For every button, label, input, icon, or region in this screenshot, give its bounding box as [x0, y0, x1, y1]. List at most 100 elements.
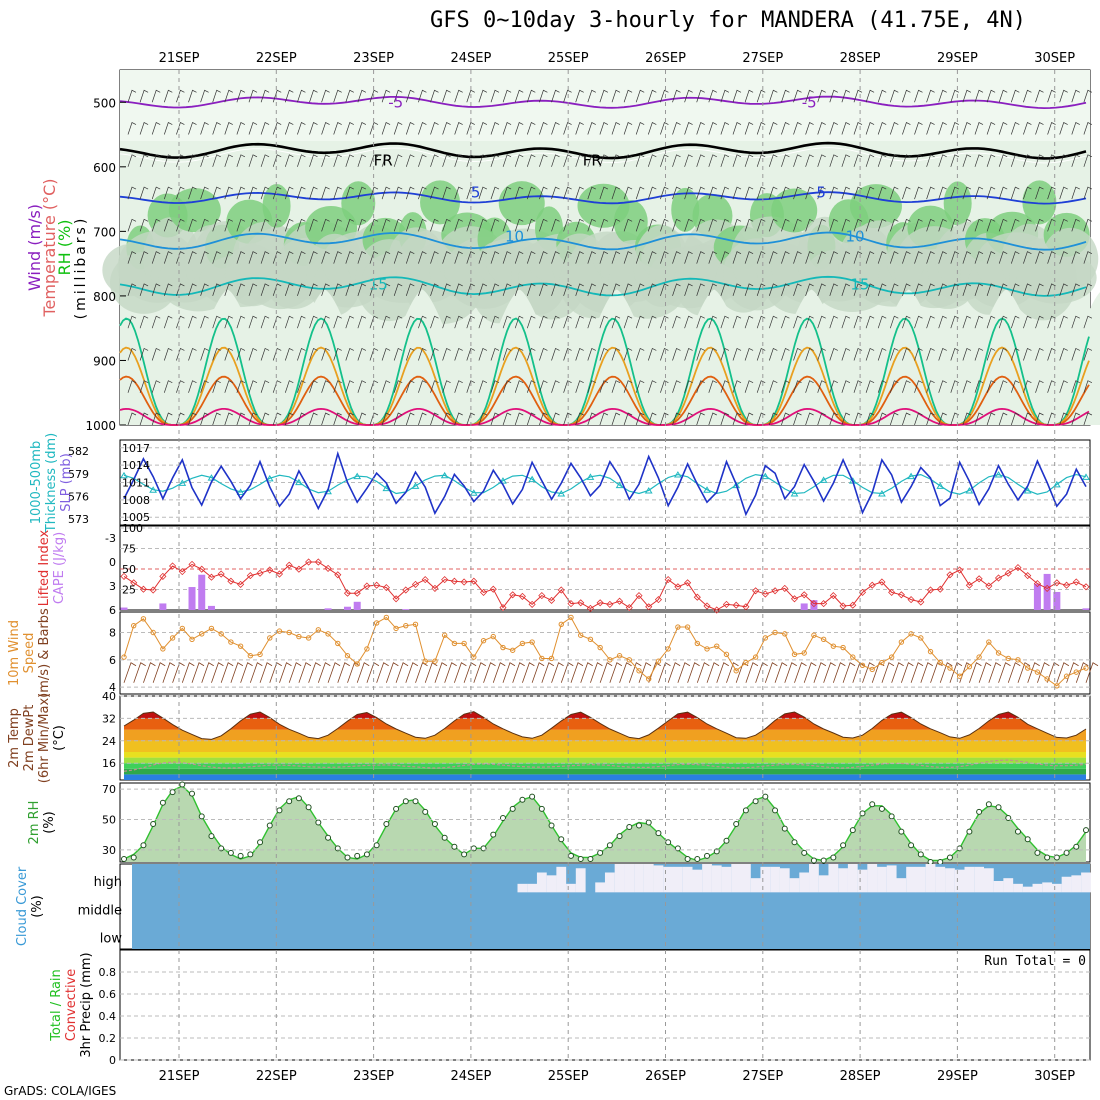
contour-label: 10 [846, 228, 865, 246]
cross-section-axis-label: Temperature (°C) [40, 178, 59, 317]
li-marker [946, 571, 954, 579]
li-marker [645, 603, 653, 611]
wind-barb [563, 412, 572, 426]
wind-barb [502, 662, 516, 683]
cloud-cover-axis-label: Cloud Cover [15, 866, 30, 946]
wind-barb [224, 315, 233, 329]
wind-barb [539, 154, 548, 167]
wind-barb [297, 186, 306, 200]
li-marker [849, 601, 857, 609]
wind-barb [236, 315, 246, 329]
wind-barb [853, 154, 863, 167]
wind-barb [1035, 315, 1044, 329]
wind-barb [635, 347, 645, 361]
wind-barb [1059, 251, 1068, 264]
wind-barb [1035, 218, 1044, 232]
wind-barb [405, 251, 415, 264]
wind-barb [405, 380, 415, 393]
wind-barb [357, 315, 367, 329]
rh-marker [937, 859, 944, 865]
wind-barb [393, 186, 403, 200]
wind-speed-marker [189, 636, 195, 643]
wind-barb [938, 122, 947, 135]
wind-barb [200, 154, 209, 167]
wind-barb [442, 412, 451, 426]
wind-barb [902, 186, 911, 200]
rh-marker [227, 849, 234, 856]
wind-barb [514, 251, 524, 264]
wind-barb [200, 122, 209, 135]
wind-barb [628, 662, 642, 683]
wind-barb [623, 412, 633, 426]
lifted-index-cape-axis-label: CAPE (J/kg) [52, 532, 67, 604]
wind-barb [793, 283, 802, 297]
wind-barb [865, 380, 875, 393]
cloud-level-label: low [100, 932, 123, 947]
wind-barb [502, 283, 512, 297]
date-label-bottom: 25SEP [548, 1069, 589, 1084]
wind-barb [248, 251, 258, 264]
wind-barb [127, 315, 137, 329]
wind-barb [490, 283, 500, 297]
temp-contour-minus5 [119, 95, 1087, 110]
rh-marker [985, 801, 992, 808]
wind-barb [430, 186, 439, 200]
wind-barb [454, 154, 463, 167]
wind-barb [224, 412, 233, 426]
wind-barb [466, 122, 475, 135]
wind-barb [647, 218, 657, 232]
wind-barb [188, 154, 197, 167]
wind-barb [841, 315, 851, 329]
thickness-marker [615, 481, 624, 489]
wind-barb [211, 662, 224, 683]
wind-barb [986, 347, 996, 361]
wind-barb [716, 662, 729, 683]
rh-region [341, 181, 376, 226]
wind-barb [551, 662, 564, 683]
wind-barb [865, 347, 875, 361]
wind-barb [345, 154, 354, 167]
wind-barb [405, 186, 415, 200]
wind-barb [514, 412, 524, 426]
wind-barb [248, 186, 258, 200]
wind-barb [962, 154, 972, 167]
wind-speed-marker [276, 628, 283, 634]
wind-barb [309, 347, 318, 361]
wind-barb [745, 662, 759, 683]
wind-barb [454, 347, 463, 361]
rh-line [123, 785, 1087, 862]
wind-barb [708, 154, 717, 167]
rh-marker [946, 854, 953, 861]
rh-marker [305, 804, 312, 811]
wind-barb [478, 89, 488, 103]
wind-barb [236, 154, 246, 167]
wind-barb [188, 347, 197, 361]
rh-marker [723, 837, 730, 844]
wind-barb [672, 380, 681, 393]
wind-barb [817, 122, 826, 135]
wind-barb [962, 347, 972, 361]
wind-barb [1035, 412, 1044, 426]
wind-barb [454, 315, 463, 329]
wind-barb [684, 347, 693, 361]
wind-barb [684, 122, 693, 135]
wind-barb [720, 251, 730, 264]
wind-barb [756, 186, 766, 200]
wind-barb [609, 662, 623, 683]
wind-barb [357, 218, 367, 232]
wind-speed-marker [714, 643, 720, 649]
wind-barb [539, 251, 548, 264]
wind10m-axis-label: (m/s) & Barbs [37, 608, 52, 698]
wind-barb [236, 89, 246, 103]
cloud-bar [731, 864, 742, 893]
wind-barb [393, 251, 403, 264]
wind-barb [1035, 186, 1044, 200]
li-marker [926, 586, 935, 594]
wind-barb [1059, 283, 1068, 297]
wind-speed-marker [918, 635, 924, 641]
wind-barb [611, 347, 621, 361]
wind-barb [756, 218, 766, 232]
wind-barb [926, 283, 935, 297]
wind-barb [212, 122, 221, 135]
cloud-bar [536, 872, 547, 893]
